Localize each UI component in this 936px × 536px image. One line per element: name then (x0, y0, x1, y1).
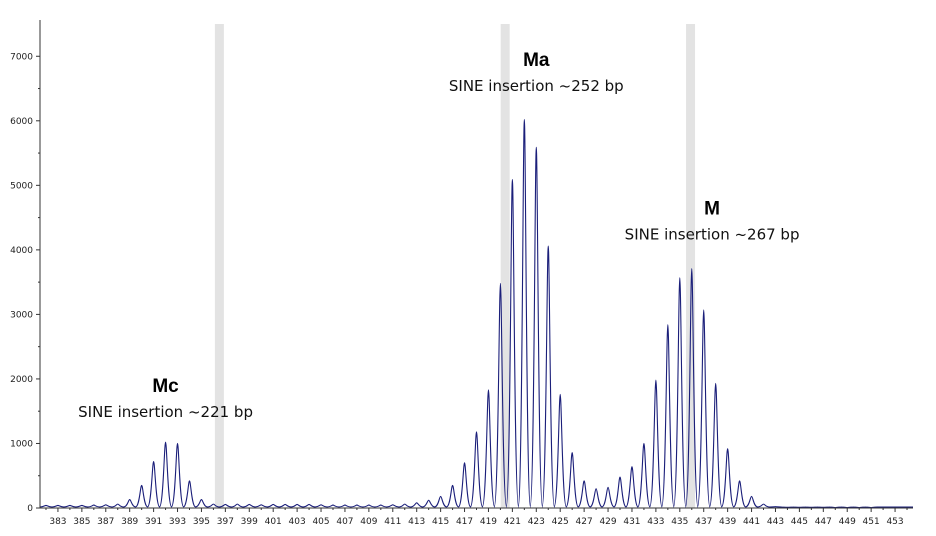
x-tick-label: 423 (528, 517, 545, 527)
y-tick-label: 2000 (10, 375, 33, 385)
bin-band (214, 24, 224, 508)
y-tick-label: 6000 (10, 117, 33, 127)
annotation-text: SINE insertion ~252 bp (449, 77, 624, 95)
trace-layer (39, 118, 913, 509)
x-tick-label: 441 (743, 517, 760, 527)
x-tick-label: 425 (552, 517, 569, 527)
x-tick-label: 445 (791, 517, 808, 527)
x-tick-label: 429 (599, 517, 616, 527)
bin-band (686, 24, 696, 508)
x-tick-label: 449 (839, 517, 856, 527)
signal-trace (39, 118, 913, 509)
y-tick-label: 7000 (10, 52, 33, 62)
x-tick-label: 413 (408, 517, 425, 527)
bin-markers (214, 24, 696, 508)
bin-band (500, 24, 510, 508)
x-tick-label: 395 (193, 517, 210, 527)
x-tick-label: 415 (432, 517, 449, 527)
y-tick-label: 5000 (10, 181, 33, 191)
x-tick-label: 391 (145, 517, 162, 527)
x-tick-label: 409 (360, 517, 377, 527)
x-tick-label: 447 (815, 517, 832, 527)
x-tick-label: 433 (647, 517, 664, 527)
x-tick-label: 383 (49, 517, 66, 527)
x-tick-label: 443 (767, 517, 784, 527)
x-tick-label: 397 (217, 517, 234, 527)
annotation-title: M (704, 198, 720, 219)
annotation-text: SINE insertion ~221 bp (78, 403, 253, 421)
x-tick-label: 393 (169, 517, 186, 527)
peak-annotations: Mc SINE insertion ~221 bp Ma SINE insertion… (78, 50, 799, 421)
y-tick-label: 4000 (10, 246, 33, 256)
x-tick-label: 427 (576, 517, 593, 527)
x-tick-label: 401 (265, 517, 282, 527)
annotation-title: Mc (152, 376, 179, 397)
x-tick-label: 435 (671, 517, 688, 527)
y-tick-label: 1000 (10, 439, 33, 449)
axes: 0 1000 2000 3000 4000 5000 6000 7000 383 385 387 38… (10, 20, 913, 527)
x-tick-label: 453 (886, 517, 903, 527)
x-tick-label: 411 (384, 517, 401, 527)
x-tick-label: 451 (863, 517, 880, 527)
x-tick-label: 407 (336, 517, 353, 527)
annotation-text: SINE insertion ~267 bp (625, 225, 800, 243)
x-tick-label: 387 (97, 517, 114, 527)
x-tick-label: 439 (719, 517, 736, 527)
x-tick-label: 431 (623, 517, 640, 527)
x-tick-label: 437 (695, 517, 712, 527)
x-tick-label: 385 (73, 517, 90, 527)
x-tick-label: 419 (480, 517, 497, 527)
x-tick-label: 421 (504, 517, 521, 527)
x-tick-label: 399 (241, 517, 258, 527)
y-tick-label: 0 (27, 504, 33, 514)
x-tick-label: 389 (121, 517, 138, 527)
y-tick-label: 3000 (10, 310, 33, 320)
x-tick-label: 403 (289, 517, 306, 527)
x-tick-label: 405 (312, 517, 329, 527)
annotation-title: Ma (523, 50, 550, 71)
x-tick-label: 417 (456, 517, 473, 527)
